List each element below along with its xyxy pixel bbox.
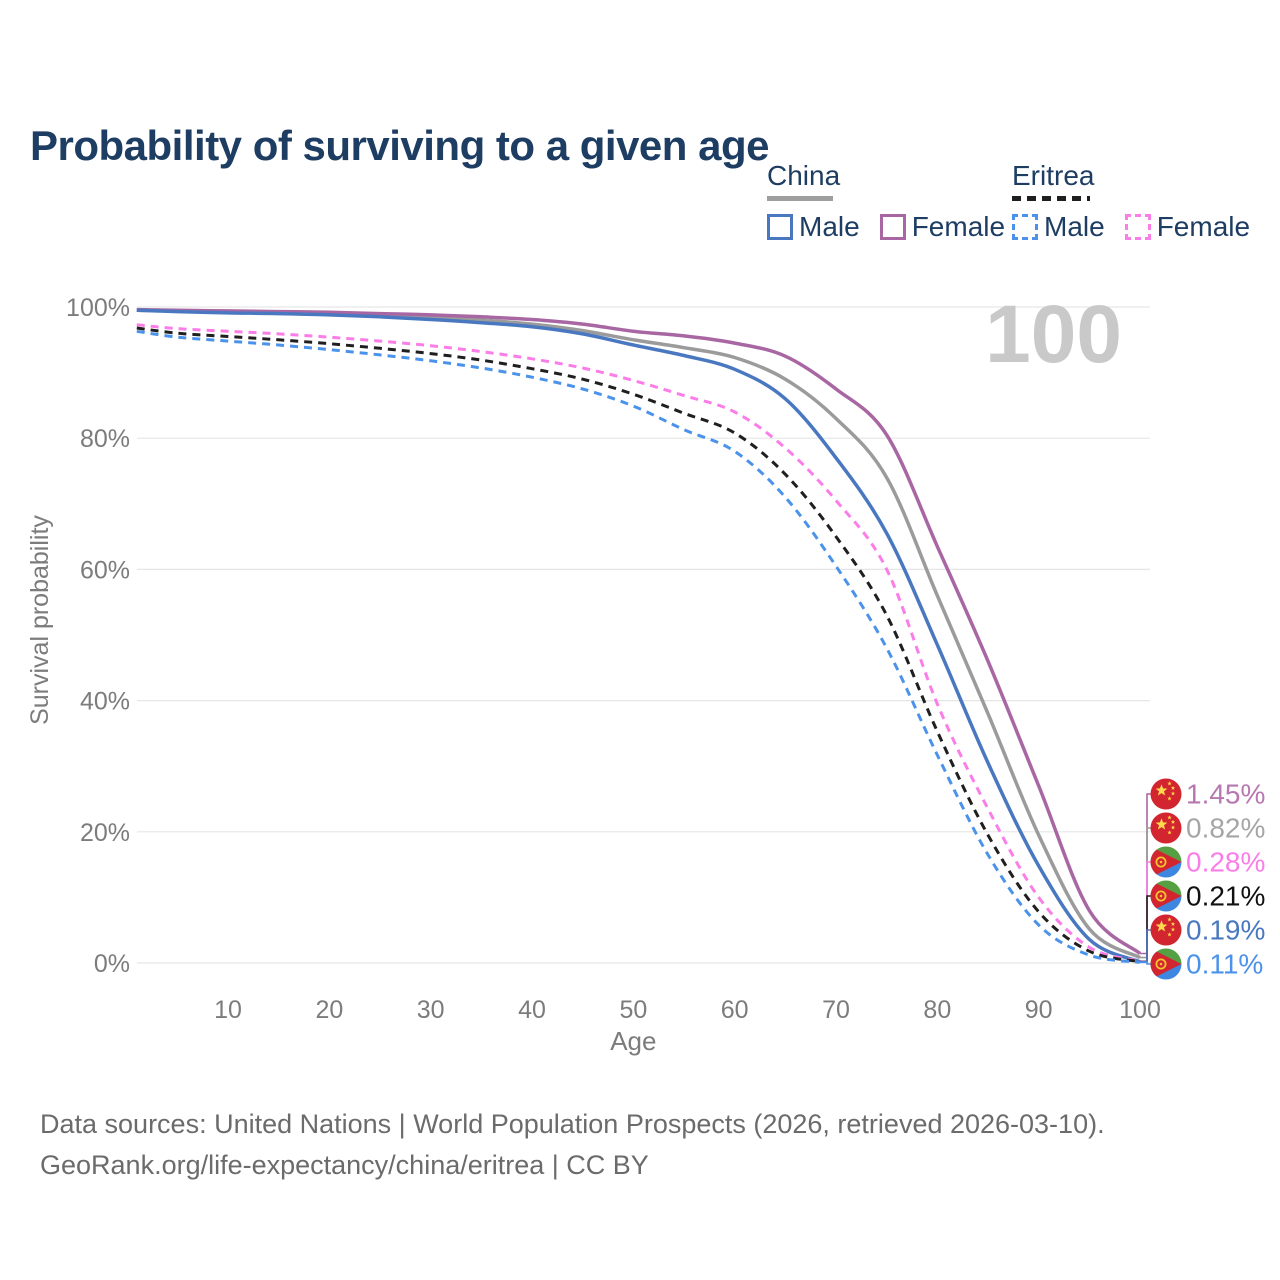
y-tick-label: 100%: [66, 294, 130, 322]
x-tick-label: 20: [315, 996, 343, 1024]
flag-icon-eritrea: [1150, 846, 1182, 878]
y-axis-title: Survival probability: [26, 515, 54, 725]
china-flag-circle: [1150, 778, 1182, 810]
end-label-row-eritrea[interactable]: 0.21%: [1140, 880, 1265, 963]
legend-item-eritrea-male[interactable]: Male: [1012, 211, 1105, 243]
x-tick-label: 50: [619, 996, 647, 1024]
legend-eritrea-underline: [1012, 196, 1090, 201]
eritrea-flag-shapes: [1150, 880, 1182, 912]
eritrea-wreath-center: [1159, 894, 1163, 898]
china-flag-small-star: [1170, 819, 1176, 824]
end-value-label: 0.21%: [1186, 881, 1265, 912]
legend-group-eritrea-title[interactable]: Eritrea: [1012, 160, 1095, 191]
leader-line: [1140, 895, 1151, 963]
y-tick-label: 40%: [80, 688, 130, 716]
china-flag-small-star: [1167, 815, 1172, 820]
x-tick-label: 30: [417, 996, 445, 1024]
china-flag-small-star: [1167, 830, 1172, 835]
legend-swatch-china-female: [879, 214, 906, 240]
china-flag-small-star: [1167, 781, 1172, 786]
series-line-eritrea-male[interactable]: [136, 329, 1141, 964]
x-tick-label: 40: [518, 996, 546, 1024]
legend-swatch-eritrea-male: [1012, 214, 1038, 240]
china-flag-small-star: [1170, 791, 1176, 796]
series-line-china-male[interactable]: [136, 308, 1141, 964]
eritrea-wreath-center: [1159, 860, 1163, 864]
legend-swatch-eritrea-female: [1124, 214, 1151, 240]
x-tick-label: 70: [822, 996, 850, 1024]
china-flag-circle: [1150, 914, 1182, 946]
legend-swatch-china-male: [767, 214, 793, 240]
china-flag-big-star: [1155, 920, 1168, 932]
y-tick-label: 80%: [80, 425, 130, 453]
flag-icon-eritrea: [1150, 948, 1182, 980]
legend-item-china-male[interactable]: Male: [767, 211, 860, 243]
series-line-eritrea-female[interactable]: [136, 323, 1141, 963]
china-flag-small-star: [1170, 921, 1176, 926]
page-title: Probability of surviving to a given age: [30, 122, 769, 170]
legend-group-china: China Male Female: [767, 160, 1005, 243]
flag-icon-china: [1150, 914, 1182, 946]
footer-source-line: Data sources: United Nations | World Pop…: [40, 1109, 1105, 1139]
x-tick-label: 10: [214, 996, 242, 1024]
series-line-eritrea[interactable]: [136, 326, 1141, 964]
end-value-label: 0.28%: [1186, 847, 1265, 878]
series-line-china-female[interactable]: [136, 307, 1142, 955]
flag-icon-eritrea: [1150, 880, 1182, 912]
flag-icon-china: [1150, 778, 1182, 810]
end-value-label: 0.11%: [1186, 949, 1263, 980]
end-value-label: 0.82%: [1186, 813, 1265, 844]
footer: Data sources: United Nations | World Pop…: [40, 1104, 1105, 1186]
end-label-row-eritrea-female[interactable]: 0.28%: [1140, 846, 1265, 962]
eritrea-wreath-emblem: [1155, 890, 1167, 902]
leader-line: [1140, 827, 1151, 959]
x-tick-label: 60: [721, 996, 749, 1024]
china-flag-small-star: [1167, 917, 1172, 922]
legend-group-china-title[interactable]: China: [767, 160, 841, 191]
legend-china-underline: [767, 196, 833, 201]
footer-url-line: GeoRank.org/life-expectancy/china/eritre…: [40, 1150, 649, 1180]
china-flag-big-star: [1155, 818, 1168, 830]
china-flag-small-star: [1167, 796, 1172, 801]
end-value-label: 0.19%: [1186, 915, 1265, 946]
legend-label-china-female: Female: [911, 211, 1006, 242]
china-flag-big-star: [1155, 784, 1168, 796]
flag-icon-china: [1150, 812, 1182, 844]
eritrea-flag-shapes: [1150, 948, 1182, 980]
x-tick-label: 80: [923, 996, 951, 1024]
eritrea-wreath-center: [1159, 962, 1163, 966]
eritrea-wreath-emblem: [1155, 958, 1167, 970]
china-flag-small-star: [1170, 927, 1176, 932]
x-axis-title: Age: [610, 1026, 656, 1056]
watermark-age-counter: 100: [985, 289, 1122, 380]
china-flag-small-star: [1170, 825, 1176, 830]
china-flag-circle: [1150, 812, 1182, 844]
end-value-label: 1.45%: [1186, 779, 1265, 810]
leader-line: [1140, 961, 1151, 965]
y-tick-label: 0%: [94, 950, 130, 978]
y-tick-label: 60%: [80, 556, 130, 584]
leader-line: [1140, 861, 1151, 962]
china-flag-small-star: [1170, 785, 1176, 790]
x-tick-label: 90: [1025, 996, 1053, 1024]
eritrea-flag-shapes: [1150, 846, 1182, 878]
legend-label-eritrea-male: Male: [1044, 211, 1105, 242]
legend-group-eritrea: Eritrea Male Female: [1012, 160, 1250, 243]
legend-label-eritrea-female: Female: [1156, 211, 1251, 242]
legend-item-eritrea-female[interactable]: Female: [1124, 211, 1251, 243]
end-label-row-china-male[interactable]: 0.19%: [1140, 914, 1265, 963]
x-tick-label: 100: [1119, 996, 1161, 1024]
end-label-row-eritrea-male[interactable]: 0.11%: [1140, 948, 1263, 980]
end-label-row-china[interactable]: 0.82%: [1140, 812, 1265, 959]
y-tick-label: 20%: [80, 819, 130, 847]
legend-item-china-female[interactable]: Female: [879, 211, 1006, 243]
china-flag-small-star: [1167, 932, 1172, 937]
eritrea-wreath-emblem: [1155, 856, 1167, 868]
legend-label-china-male: Male: [799, 211, 860, 242]
